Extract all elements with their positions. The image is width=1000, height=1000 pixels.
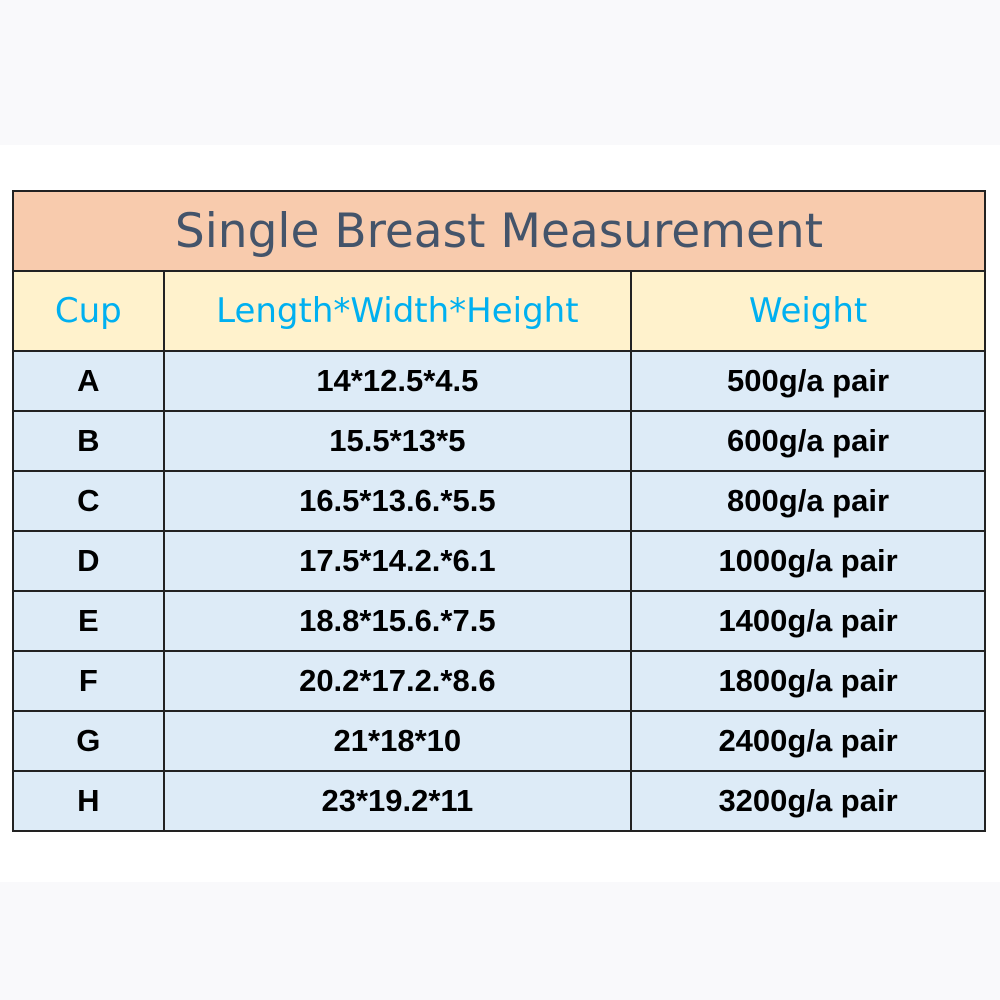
weight-cell: 800g/a pair — [630, 470, 986, 532]
table-row: E 18.8*15.6.*7.5 1400g/a pair — [12, 590, 986, 652]
dimensions-cell: 17.5*14.2.*6.1 — [162, 530, 633, 592]
dimensions-cell: 15.5*13*5 — [162, 410, 633, 472]
cup-cell: F — [12, 650, 165, 712]
dimensions-cell: 21*18*10 — [162, 710, 633, 772]
header-row: Cup Length*Width*Height Weight — [12, 270, 986, 352]
weight-cell: 600g/a pair — [630, 410, 986, 472]
dimensions-cell: 23*19.2*11 — [162, 770, 633, 832]
dimensions-cell: 20.2*17.2.*8.6 — [162, 650, 633, 712]
weight-cell: 3200g/a pair — [630, 770, 986, 832]
measurement-table: Single Breast Measurement Cup Length*Wid… — [12, 190, 986, 832]
table-row: D 17.5*14.2.*6.1 1000g/a pair — [12, 530, 986, 592]
weight-cell: 2400g/a pair — [630, 710, 986, 772]
column-header-dimensions: Length*Width*Height — [162, 270, 633, 352]
weight-cell: 500g/a pair — [630, 350, 986, 412]
cup-cell: B — [12, 410, 165, 472]
cup-cell: H — [12, 770, 165, 832]
top-band — [0, 0, 1000, 145]
table-title: Single Breast Measurement — [12, 190, 986, 272]
weight-cell: 1000g/a pair — [630, 530, 986, 592]
dimensions-cell: 14*12.5*4.5 — [162, 350, 633, 412]
bottom-band — [0, 882, 1000, 1000]
cup-cell: C — [12, 470, 165, 532]
table-row: G 21*18*10 2400g/a pair — [12, 710, 986, 772]
table-row: F 20.2*17.2.*8.6 1800g/a pair — [12, 650, 986, 712]
table-row: H 23*19.2*11 3200g/a pair — [12, 770, 986, 832]
dimensions-cell: 16.5*13.6.*5.5 — [162, 470, 633, 532]
table-row: C 16.5*13.6.*5.5 800g/a pair — [12, 470, 986, 532]
column-header-cup: Cup — [12, 270, 165, 352]
cup-cell: E — [12, 590, 165, 652]
table-row: B 15.5*13*5 600g/a pair — [12, 410, 986, 472]
weight-cell: 1400g/a pair — [630, 590, 986, 652]
cup-cell: D — [12, 530, 165, 592]
cup-cell: G — [12, 710, 165, 772]
cup-cell: A — [12, 350, 165, 412]
table-row: A 14*12.5*4.5 500g/a pair — [12, 350, 986, 412]
weight-cell: 1800g/a pair — [630, 650, 986, 712]
dimensions-cell: 18.8*15.6.*7.5 — [162, 590, 633, 652]
column-header-weight: Weight — [630, 270, 986, 352]
